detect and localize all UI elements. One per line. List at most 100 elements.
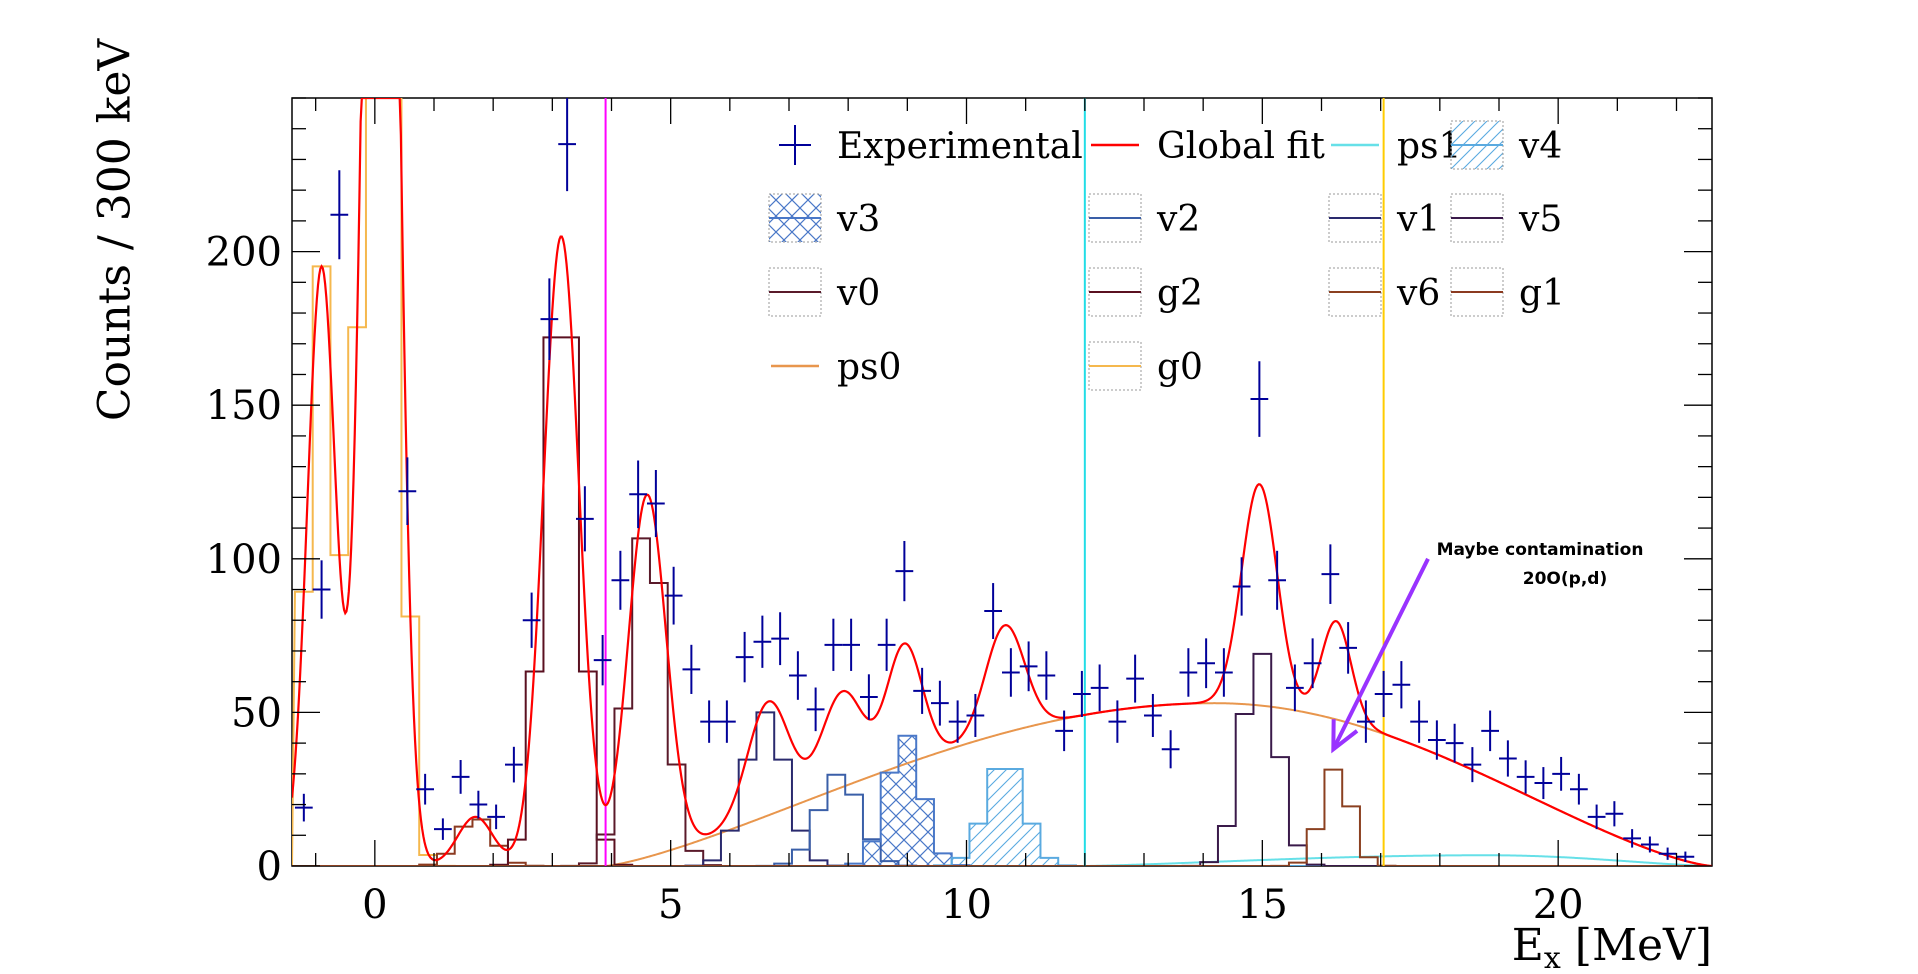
legend-label: Experimental	[837, 126, 1083, 167]
data-point	[522, 592, 541, 648]
plot-border	[291, 97, 1713, 867]
component-v3	[292, 734, 1712, 866]
data-point	[789, 651, 807, 700]
data-point	[1232, 557, 1251, 616]
data-point	[913, 667, 931, 714]
data-point	[1019, 641, 1038, 692]
component-histograms	[292, 98, 1712, 866]
x-tick-label: 10	[941, 882, 992, 928]
data-point	[398, 457, 417, 526]
data-point	[1161, 730, 1180, 769]
y-tick-label: 200	[206, 230, 282, 276]
legend-label: ps0	[837, 347, 901, 388]
data-point	[1197, 638, 1215, 689]
component-g0	[292, 98, 1712, 866]
x-tick-label: 5	[658, 882, 683, 928]
data-point	[1587, 804, 1606, 830]
legend-label: v5	[1518, 199, 1562, 240]
annotation-arrow-shaft	[1331, 557, 1430, 751]
legend-entry: v2	[1088, 193, 1200, 243]
data-point	[1126, 654, 1144, 703]
data-point	[505, 746, 523, 783]
data-point	[593, 634, 612, 686]
data-point	[1623, 829, 1641, 848]
data-point	[753, 615, 772, 668]
data-point	[1658, 847, 1677, 860]
data-point	[682, 644, 701, 694]
annotation: Maybe contamination 20O(p,d)	[1331, 540, 1643, 754]
legend-entry: ps0	[771, 347, 901, 388]
data-point	[1215, 648, 1233, 697]
data-point	[1144, 693, 1162, 737]
data-point	[558, 98, 576, 192]
data-point	[984, 583, 1002, 639]
legend-entry: g1	[1450, 267, 1565, 317]
data-point	[1339, 622, 1357, 674]
data-point	[1570, 773, 1588, 805]
component-g1	[292, 818, 1712, 866]
annotation-text: 20O(p,d)	[1523, 569, 1607, 589]
legend-label: g1	[1519, 273, 1565, 314]
data-point	[842, 618, 860, 671]
data-point	[1428, 720, 1446, 760]
x-axis-title-rest: [MeV]	[1561, 920, 1712, 971]
data-point	[895, 540, 914, 602]
plot-frame	[291, 97, 1713, 867]
legend-label: v6	[1396, 273, 1440, 314]
data-point	[1676, 851, 1695, 863]
legend-label: v2	[1156, 199, 1200, 240]
x-tick-label: 20	[1533, 882, 1584, 928]
legend-entry: Global fit	[1091, 126, 1325, 167]
annotation-arrow-head	[1331, 719, 1359, 754]
global-fit	[292, 98, 1712, 866]
data-point	[948, 700, 967, 743]
data-point	[1641, 836, 1659, 853]
y-tick-label: 0	[257, 844, 282, 890]
data-point	[1055, 710, 1073, 752]
data-point	[312, 560, 331, 619]
data-point	[966, 693, 985, 737]
legend-label: v3	[836, 199, 880, 240]
data-point	[540, 278, 559, 361]
data-point	[877, 618, 896, 671]
legend-label: v4	[1518, 126, 1562, 167]
data-point	[1445, 723, 1464, 763]
legend-entry: g2	[1088, 267, 1203, 317]
component-fills	[292, 735, 1712, 866]
data-point	[1410, 700, 1428, 743]
legend-entry: v5	[1450, 193, 1562, 243]
y-tick-label: 100	[206, 537, 282, 583]
component-ps1	[292, 854, 1712, 866]
legend-label: g0	[1157, 347, 1203, 388]
data-point	[469, 790, 488, 819]
data-point	[434, 818, 452, 840]
y-tick-label: 150	[206, 383, 282, 429]
x-tick-label: 15	[1237, 882, 1288, 928]
legend-entry: v0	[768, 267, 880, 317]
data-point	[451, 760, 470, 794]
data-point	[1179, 648, 1198, 697]
data-point	[1090, 664, 1109, 712]
data-point	[1534, 767, 1553, 800]
data-point	[1002, 648, 1020, 697]
x-axis-title-main: E	[1512, 920, 1544, 971]
x-axis-title: Ex [MeV]	[1512, 920, 1712, 974]
data-point	[771, 612, 789, 666]
data-point	[806, 687, 825, 732]
data-point	[1321, 544, 1340, 604]
vertical-markers	[604, 98, 1385, 866]
legend-entry: Experimental	[779, 125, 1083, 167]
data-point	[1463, 747, 1482, 783]
experimental-points	[294, 98, 1695, 863]
component-v4	[292, 768, 1712, 866]
data-point	[330, 170, 349, 260]
legend-entry: v4	[1450, 120, 1562, 170]
component-v4-fill	[292, 769, 1712, 866]
data-point	[1481, 710, 1499, 752]
data-point	[1357, 700, 1375, 743]
legend-entry: g0	[1088, 341, 1203, 391]
legend-label: v0	[836, 273, 880, 314]
data-point	[1374, 670, 1393, 718]
x-tick-label: 0	[362, 882, 387, 928]
y-axis-title: Counts / 300 keV	[90, 38, 141, 422]
